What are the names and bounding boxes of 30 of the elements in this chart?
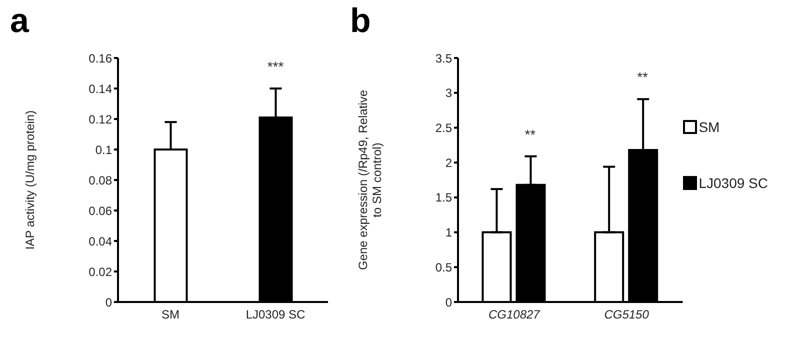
chart-title: b xyxy=(350,2,371,41)
y-tick-label: 3 xyxy=(445,86,452,100)
y-axis-title: IAP activity (U/mg protein) xyxy=(23,110,37,250)
y-tick-label: 3.5 xyxy=(435,51,452,66)
y-tick-label: 0.14 xyxy=(88,82,112,96)
y-tick-label: 0 xyxy=(445,295,452,310)
y-tick-label: 2.5 xyxy=(435,120,452,135)
y-tick-label: 2 xyxy=(445,156,452,170)
x-tick-label: CG5150 xyxy=(604,308,650,322)
y-tick-label: 1 xyxy=(445,226,452,240)
y-tick-label: 0 xyxy=(105,295,112,310)
annotation: *** xyxy=(267,58,284,75)
y-tick-label: 1.5 xyxy=(435,190,452,205)
legend-label: LJ0309 SC xyxy=(698,175,768,191)
annotation: ** xyxy=(524,126,536,142)
y-axis-title: Gene expression (/Rp49, Relative to SM control) xyxy=(356,90,384,270)
y-tick-label: 0.08 xyxy=(88,173,112,188)
chart-title: a xyxy=(10,2,29,41)
x-tick-label: CG10827 xyxy=(488,308,542,322)
x-tick-label: LJ0309 SC xyxy=(246,308,306,322)
x-tick-label: SM xyxy=(162,308,180,322)
legend-label: SM xyxy=(698,119,720,135)
y-tick-label: 0.16 xyxy=(88,51,112,66)
y-tick-label: 0.04 xyxy=(88,234,112,248)
annotation: ** xyxy=(637,69,649,86)
y-tick-label: 0.1 xyxy=(95,142,112,157)
y-tick-label: 0.02 xyxy=(88,264,112,279)
y-tick-label: 0.5 xyxy=(435,260,452,274)
y-tick-label: 0.12 xyxy=(88,112,112,126)
y-tick-label: 0.06 xyxy=(88,204,112,218)
